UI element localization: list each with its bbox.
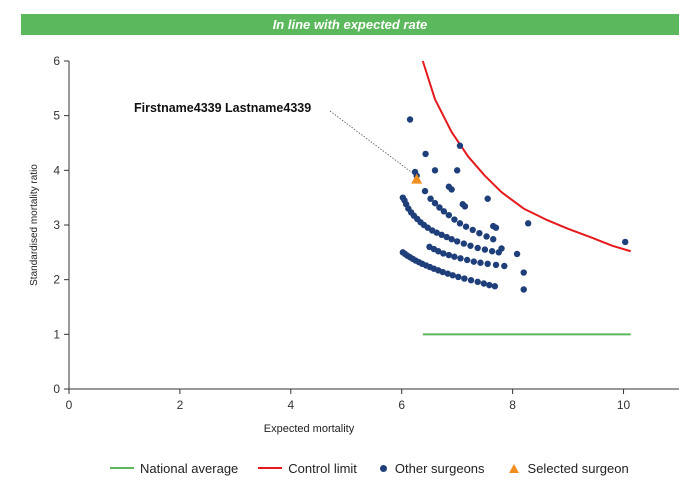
other-surgeon-point — [456, 220, 464, 227]
other-surgeon-point — [406, 116, 414, 123]
other-surgeon-point — [421, 187, 429, 195]
legend-item-control-limit[interactable]: Control limit — [258, 461, 357, 476]
other-surgeon-point — [449, 272, 456, 279]
other-surgeon-point — [453, 167, 461, 174]
other-surgeon-point — [439, 268, 446, 276]
legend-swatch-control-limit — [258, 467, 283, 469]
other-surgeon-point — [448, 186, 455, 193]
other-surgeon-point — [492, 224, 500, 231]
y-tick-label: 4 — [53, 163, 60, 177]
other-surgeon-point — [486, 281, 493, 289]
other-surgeon-point — [492, 261, 500, 269]
other-surgeon-point — [524, 220, 532, 227]
other-surgeon-point — [483, 233, 490, 240]
x-tick-label: 2 — [177, 398, 184, 412]
other-surgeon-point — [445, 211, 453, 219]
selected-surgeon-label: Firstname4339 Lastname4339 — [134, 101, 311, 115]
other-surgeon-point — [431, 199, 439, 207]
other-surgeon-point — [488, 248, 496, 255]
legend-label-national-average: National average — [140, 460, 239, 476]
other-surgeon-point — [476, 230, 483, 237]
other-surgeon-point — [436, 204, 443, 211]
funnel-chart: 0 1 2 3 4 5 6 0 2 4 6 8 10 Expected mortality Standard… — [29, 54, 679, 435]
other-surgeon-point — [477, 259, 484, 266]
other-surgeon-point — [451, 253, 458, 260]
other-surgeon-point — [484, 195, 491, 202]
legend-swatch-selected-surgeon — [508, 463, 519, 473]
other-surgeon-point — [474, 244, 481, 252]
other-surgeon-point — [481, 246, 489, 253]
x-tick-label: 10 — [617, 398, 631, 412]
x-tick-label: 8 — [509, 398, 516, 412]
other-surgeon-point — [474, 278, 481, 286]
other-surgeon-point — [440, 250, 447, 257]
chart-legend: National average Control limit Other sur… — [110, 458, 649, 478]
x-tick-label: 0 — [66, 398, 73, 412]
x-tick-label: 6 — [398, 398, 405, 412]
other-surgeon-point — [433, 229, 440, 236]
other-surgeon-point — [435, 248, 442, 255]
other-surgeon-point — [463, 256, 471, 264]
other-surgeon-point — [520, 286, 527, 293]
other-surgeon-point — [470, 258, 478, 265]
other-surgeon-point — [427, 195, 434, 202]
other-surgeon-point — [451, 216, 458, 223]
other-surgeon-point — [491, 283, 499, 290]
other-surgeon-point — [438, 231, 445, 239]
selected-surgeon-point — [411, 173, 423, 184]
other-surgeon-point — [455, 273, 462, 281]
other-surgeon-point — [498, 245, 505, 252]
other-surgeon-point — [513, 250, 521, 258]
legend-label-control-limit: Control limit — [288, 460, 357, 476]
other-surgeon-point — [469, 226, 476, 234]
other-surgeon-point — [460, 240, 468, 247]
other-surgeon-point — [440, 208, 448, 215]
y-tick-label: 5 — [53, 109, 60, 123]
y-tick-label: 1 — [53, 327, 60, 341]
other-surgeon-point — [444, 270, 451, 277]
other-surgeon-point — [445, 251, 453, 259]
other-surgeon-point — [456, 142, 464, 149]
other-surgeon-point — [453, 238, 461, 245]
other-surgeon-point — [422, 150, 429, 158]
other-surgeon-point — [431, 167, 439, 174]
legend-swatch-other-surgeons — [379, 464, 387, 472]
other-surgeon-point — [520, 269, 527, 276]
other-surgeon-point — [501, 262, 508, 270]
y-tick-label: 2 — [53, 273, 60, 287]
y-tick-label: 0 — [53, 382, 60, 396]
legend-item-national-average[interactable]: National average — [110, 461, 238, 476]
other-surgeon-point — [443, 233, 450, 241]
other-surgeon-point — [467, 277, 475, 284]
other-surgeon-point — [461, 203, 469, 210]
x-tick-label: 4 — [287, 398, 294, 412]
y-tick-label: 6 — [53, 54, 60, 68]
legend-label-selected-surgeon: Selected surgeon — [527, 460, 629, 476]
annotation-leader-line — [329, 110, 413, 174]
x-axis-label: Expected mortality — [264, 423, 355, 435]
other-surgeon-point — [480, 280, 487, 287]
legend-label-other-surgeons: Other surgeons — [394, 460, 485, 476]
status-banner: In line with expected rate — [21, 14, 679, 35]
other-surgeon-point — [490, 236, 497, 243]
other-surgeon-point — [467, 242, 474, 249]
other-surgeon-point — [484, 260, 491, 268]
other-surgeon-point — [457, 255, 464, 262]
control-limit-curve — [421, 60, 632, 253]
other-surgeon-point — [448, 236, 455, 243]
legend-item-other-surgeons[interactable]: Other surgeons — [377, 461, 485, 476]
y-axis-label: Standardised mortality ratio — [29, 164, 40, 286]
legend-swatch-national-average — [110, 467, 134, 469]
legend-item-selected-surgeon[interactable]: Selected surgeon — [505, 461, 629, 476]
other-surgeon-point — [622, 238, 629, 246]
other-surgeon-point — [461, 275, 468, 282]
y-tick-label: 3 — [53, 218, 60, 232]
other-surgeon-point — [462, 223, 470, 230]
